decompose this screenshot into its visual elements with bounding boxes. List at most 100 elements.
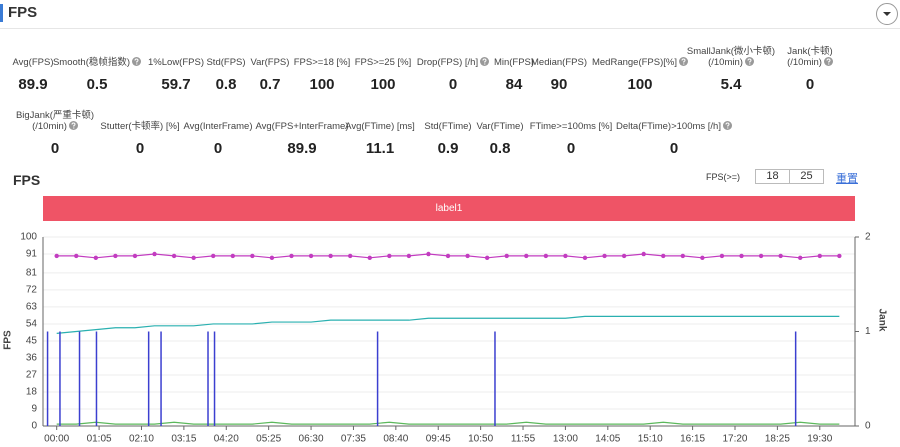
x-tick-label: 10:50 (468, 434, 493, 445)
metric-value: 11.1 (365, 140, 395, 157)
series-line (56, 421, 840, 425)
series-marker (250, 253, 255, 259)
x-tick-label: 03:15 (171, 434, 196, 445)
series-marker (837, 253, 842, 259)
metric-value: 0.8 (215, 76, 237, 93)
reset-link[interactable]: 重置 (836, 173, 858, 185)
series-marker (308, 253, 314, 259)
help-icon (132, 57, 142, 66)
series-marker (367, 255, 372, 260)
y-tick-label: 27 (26, 370, 38, 381)
series-marker (93, 255, 99, 260)
series-marker (543, 253, 549, 259)
metric-value: 89.9 (18, 76, 48, 93)
metric-label: Min(FPS) (449, 42, 579, 68)
metric-value: 90 (550, 76, 568, 93)
y2-tick-label: 2 (865, 232, 871, 243)
metric: Std(FTime) 0.9 (383, 106, 513, 157)
help-icon (480, 57, 490, 66)
metric-value: 59.7 (161, 76, 191, 93)
x-tick-label: 13:00 (553, 434, 578, 445)
metric-label: Var(FPS) (205, 42, 335, 68)
series-marker (504, 253, 509, 259)
metric-label: 1%Low(FPS) (111, 42, 241, 68)
metric-label-text: Drop(FPS) [/h] (417, 57, 490, 68)
y-tick-label: 36 (26, 353, 38, 364)
metric-label-text: Smooth(稳帧指数) (53, 57, 142, 68)
y-tick-label: 45 (26, 336, 38, 347)
metric-label-text: SmallJank(微小卡顿) (/10min) (686, 46, 776, 68)
metric: FTime>=100ms [%] 0 (506, 106, 636, 157)
series-marker (445, 253, 451, 259)
metric: SmallJank(微小卡顿) (/10min) 5.4 (666, 42, 796, 93)
series-marker (524, 253, 529, 259)
metric-label-text: Min(FPS) (493, 57, 535, 68)
metric-value: 0 (805, 76, 815, 93)
metric-value: 0 (135, 140, 145, 157)
series-marker (347, 253, 353, 259)
metric-label: Avg(FTime) [ms] (315, 106, 445, 132)
metric-value: 5.4 (720, 76, 742, 93)
metric: Smooth(稳帧指数) 0.5 (32, 42, 162, 93)
metric-label: FPS>=25 [%] (318, 42, 448, 68)
metric: Var(FPS) 0.7 (205, 42, 335, 93)
series-marker (406, 253, 412, 259)
series-marker (739, 253, 744, 259)
metric-label: Smooth(稳帧指数) (32, 42, 162, 68)
metric-value: 0.9 (437, 140, 459, 157)
x-tick-label: 18:25 (765, 434, 790, 445)
x-tick-label: 04:20 (214, 434, 239, 445)
x-tick-label: 14:05 (595, 434, 620, 445)
x-tick-label: 00:00 (44, 434, 69, 445)
metric-label: Median(FPS) (494, 42, 624, 68)
x-tick-label: 17:20 (722, 434, 747, 445)
metric-value: 84 (505, 76, 523, 93)
threshold-input[interactable]: 25 (789, 169, 824, 184)
metric: Median(FPS) 90 (494, 42, 624, 93)
series-marker (211, 253, 216, 259)
metric: Min(FPS) 84 (449, 42, 579, 93)
metric-label-text: Avg(FPS+InterFrame) (255, 121, 349, 132)
metric-value: 0 (566, 140, 576, 157)
metric-label-text: Std(FPS) (206, 57, 246, 68)
metric-label-text: Avg(FTime) [ms] (345, 121, 415, 132)
y2-tick-label: 1 (865, 326, 871, 337)
metric-label-text: 1%Low(FPS) (148, 57, 204, 68)
metric: Avg(FPS+InterFrame) 89.9 (237, 106, 367, 157)
collapse-button[interactable] (876, 3, 898, 25)
metric-label: Jank(卡顿) (/10min) (745, 42, 875, 68)
metric-label-text: FPS>=18 [%] (293, 57, 351, 68)
series-marker (700, 255, 705, 260)
metric-value: 100 (309, 76, 335, 93)
y-tick-label: 81 (26, 268, 38, 279)
metric-label-text: Avg(InterFrame) (183, 121, 253, 132)
metric: Avg(FTime) [ms] 11.1 (315, 106, 445, 157)
metric-value: 0 (448, 76, 458, 93)
series-marker (661, 253, 666, 259)
metric-value: 0.7 (259, 76, 281, 93)
metric-label-text: FTime>=100ms [%] (529, 121, 613, 132)
x-tick-label: 19:30 (807, 434, 832, 445)
y-axis-label: FPS (3, 330, 14, 350)
metric-label-text: Median(FPS) (531, 57, 587, 68)
metric-label-text: Avg(FPS) (12, 57, 54, 68)
metric: Drop(FPS) [/h] 0 (388, 42, 518, 93)
header-accent (0, 4, 3, 22)
metric-label: Var(FTime) (435, 106, 565, 132)
metric-label-text: Delta(FTime)>100ms [/h] (616, 121, 732, 132)
metric-label: Std(FPS) (161, 42, 291, 68)
series-marker (719, 253, 725, 259)
metric: MedRange(FPS)[%] 100 (575, 42, 705, 93)
metric-label: MedRange(FPS)[%] (575, 42, 705, 68)
metric-label: Avg(FPS+InterFrame) (237, 106, 367, 132)
metric-label: Delta(FTime)>100ms [/h] (609, 106, 739, 132)
y-tick-label: 54 (26, 319, 38, 330)
metric-label: Std(FTime) (383, 106, 513, 132)
series-marker (328, 253, 333, 259)
threshold-label: FPS(>=) (706, 172, 741, 182)
series-marker (426, 251, 431, 257)
help-icon (679, 57, 688, 66)
metric: 1%Low(FPS) 59.7 (111, 42, 241, 93)
metric-label-text: FPS>=25 [%] (354, 57, 412, 68)
